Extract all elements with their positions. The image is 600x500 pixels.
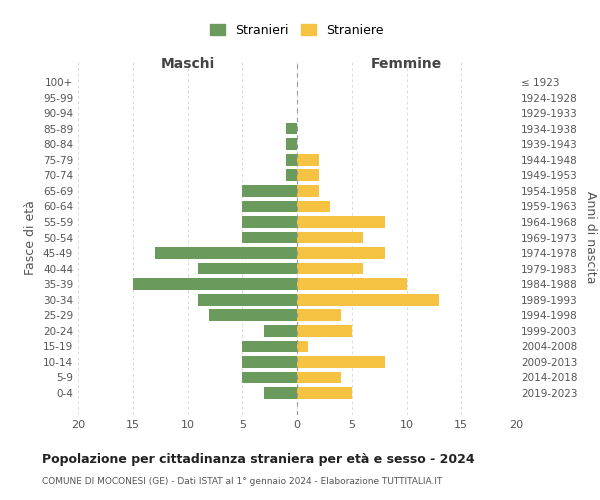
Bar: [242, 200, 297, 212]
Bar: [242, 216, 297, 228]
Bar: [286, 123, 297, 134]
Text: Popolazione per cittadinanza straniera per età e sesso - 2024: Popolazione per cittadinanza straniera p…: [42, 452, 475, 466]
Bar: [286, 154, 297, 166]
Bar: [242, 356, 297, 368]
Bar: [297, 387, 352, 399]
Bar: [297, 340, 308, 352]
Bar: [297, 232, 362, 243]
Legend: Stranieri, Straniere: Stranieri, Straniere: [206, 20, 388, 40]
Y-axis label: Anni di nascita: Anni di nascita: [584, 191, 597, 284]
Bar: [199, 263, 297, 274]
Bar: [297, 372, 341, 384]
Text: COMUNE DI MOCONESI (GE) - Dati ISTAT al 1° gennaio 2024 - Elaborazione TUTTITALI: COMUNE DI MOCONESI (GE) - Dati ISTAT al …: [42, 478, 442, 486]
Bar: [242, 340, 297, 352]
Bar: [264, 325, 297, 336]
Bar: [297, 356, 385, 368]
Text: Maschi: Maschi: [160, 57, 215, 71]
Bar: [199, 294, 297, 306]
Bar: [242, 232, 297, 243]
Bar: [297, 247, 385, 259]
Text: Femmine: Femmine: [371, 57, 442, 71]
Bar: [286, 170, 297, 181]
Bar: [297, 216, 385, 228]
Bar: [297, 200, 330, 212]
Bar: [297, 310, 341, 321]
Bar: [133, 278, 297, 290]
Bar: [297, 325, 352, 336]
Bar: [209, 310, 297, 321]
Bar: [242, 372, 297, 384]
Bar: [264, 387, 297, 399]
Bar: [286, 138, 297, 150]
Bar: [297, 278, 407, 290]
Bar: [297, 154, 319, 166]
Bar: [297, 263, 362, 274]
Bar: [155, 247, 297, 259]
Bar: [297, 294, 439, 306]
Bar: [242, 185, 297, 196]
Bar: [297, 185, 319, 196]
Bar: [297, 170, 319, 181]
Y-axis label: Fasce di età: Fasce di età: [25, 200, 37, 275]
